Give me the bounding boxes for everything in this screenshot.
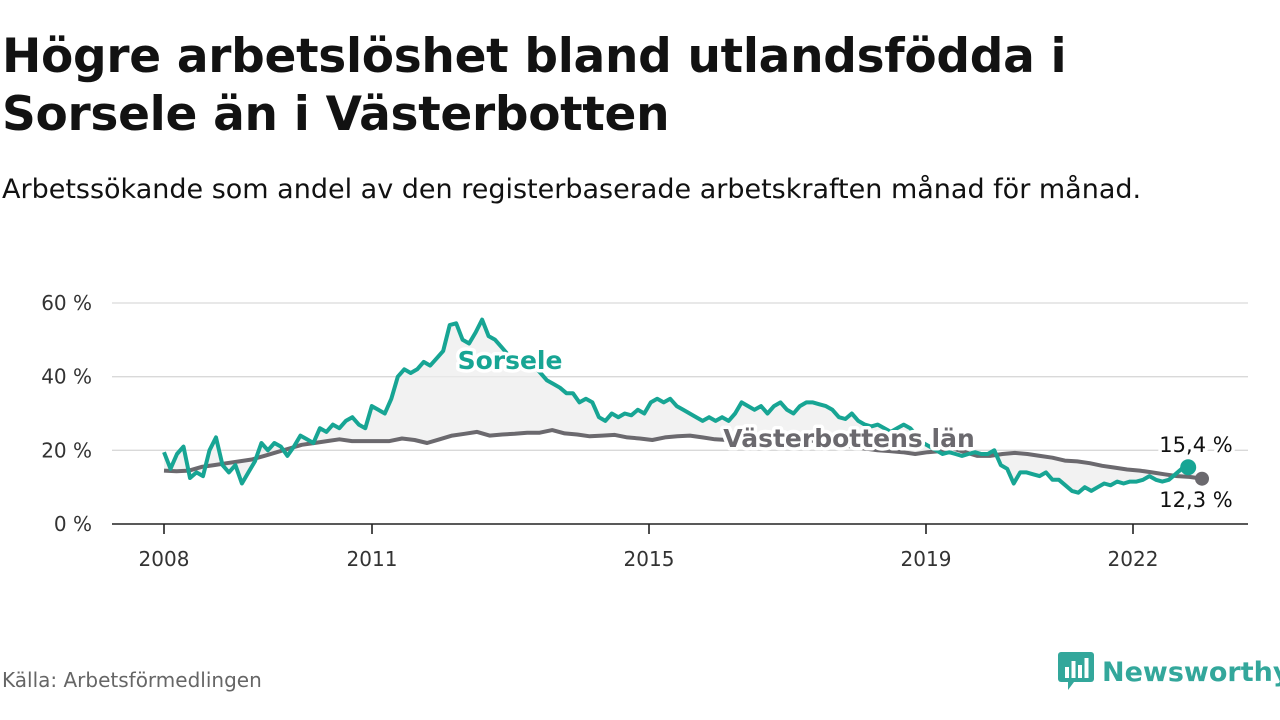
- end-value-label-vasterbottens-lan: 12,3 %: [1159, 488, 1232, 512]
- series-label-vasterbottens-lan-halo: Västerbottens län: [723, 424, 975, 453]
- chart-title: Högre arbetslöshet bland utlandsfödda i …: [2, 29, 1067, 142]
- line-chart: 0 % 20 % 40 % 60 % 2008 2011 2015 2019 2022 Sor…: [41, 291, 1248, 571]
- y-tick-label: 0 %: [54, 512, 92, 536]
- y-tick-label: 40 %: [41, 365, 92, 389]
- brand-name: Newsworthy: [1102, 656, 1280, 688]
- x-axis-ticks: 2008 2011 2015 2019 2022: [139, 524, 1159, 571]
- y-tick-label: 60 %: [41, 291, 92, 315]
- gap-fill-area: [164, 319, 1202, 493]
- end-point-sorsele: [1180, 459, 1197, 476]
- series-line-sorsele: [162, 317, 1189, 495]
- chart-subtitle: Arbetssökande som andel av den registerb…: [2, 174, 1142, 205]
- end-value-label-sorsele: 15,4 %: [1159, 433, 1232, 457]
- series-label-sorsele-halo: Sorsele: [458, 346, 563, 375]
- series-line-vasterbottens-lan: [163, 428, 1203, 481]
- y-axis-tick-labels: 0 % 20 % 40 % 60 %: [41, 291, 92, 536]
- brand-logo[interactable]: Newsworthy: [1058, 652, 1280, 692]
- source-note: Källa: Arbetsförmedlingen: [2, 668, 262, 692]
- series-label-vasterbottens-lan: Västerbottens län: [723, 424, 975, 453]
- end-value-label-vasterbottens-lan-halo: 12,3 %: [1159, 488, 1232, 512]
- series-lines: [162, 317, 1209, 495]
- series-label-sorsele: Sorsele: [458, 346, 563, 375]
- y-tick-label: 20 %: [41, 438, 92, 462]
- end-point-vasterbottens-lan: [1195, 471, 1209, 486]
- x-tick-label: 2015: [624, 547, 675, 571]
- x-tick-label: 2022: [1108, 547, 1159, 571]
- end-value-label-sorsele-halo: 15,4 %: [1159, 433, 1232, 457]
- x-tick-label: 2019: [901, 547, 952, 571]
- newsworthy-logo-icon: [1058, 652, 1094, 690]
- x-tick-label: 2008: [139, 547, 190, 571]
- gridlines: [112, 302, 1248, 451]
- x-tick-label: 2011: [347, 547, 398, 571]
